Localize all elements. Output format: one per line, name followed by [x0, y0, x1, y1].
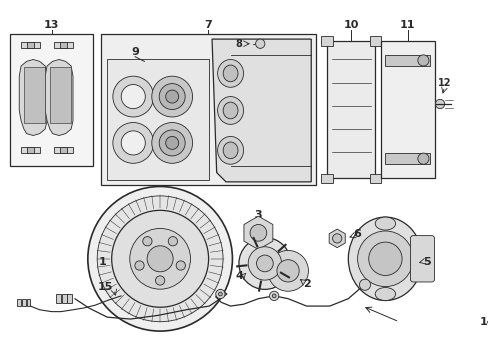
Circle shape: [272, 294, 275, 298]
Bar: [26, 147, 34, 153]
Bar: [22, 299, 26, 306]
Circle shape: [121, 85, 145, 109]
Text: 8: 8: [235, 39, 242, 49]
Bar: [18, 299, 21, 306]
Circle shape: [97, 196, 223, 322]
Circle shape: [239, 238, 290, 289]
Circle shape: [165, 136, 178, 149]
Ellipse shape: [217, 136, 243, 164]
Bar: [385, 153, 429, 164]
Bar: [321, 174, 332, 183]
Text: 7: 7: [204, 20, 212, 30]
Circle shape: [129, 229, 190, 289]
Circle shape: [269, 291, 278, 301]
Text: 5: 5: [423, 257, 430, 266]
Circle shape: [142, 237, 152, 246]
Bar: [326, 41, 374, 178]
Circle shape: [276, 260, 299, 282]
Ellipse shape: [374, 217, 395, 230]
Circle shape: [359, 279, 370, 290]
Text: 2: 2: [302, 279, 310, 289]
Polygon shape: [19, 59, 47, 135]
Circle shape: [151, 122, 192, 163]
Circle shape: [159, 84, 185, 109]
Text: 4: 4: [235, 271, 244, 282]
Circle shape: [113, 122, 153, 163]
Text: 6: 6: [353, 229, 361, 239]
Circle shape: [176, 261, 185, 270]
Circle shape: [248, 247, 281, 280]
Circle shape: [368, 242, 401, 275]
Circle shape: [151, 76, 192, 117]
Circle shape: [357, 231, 412, 287]
Text: 12: 12: [437, 78, 450, 88]
Bar: [56, 294, 61, 303]
Ellipse shape: [223, 102, 238, 119]
Bar: [21, 42, 40, 48]
Bar: [369, 36, 380, 46]
Circle shape: [256, 255, 273, 272]
Ellipse shape: [347, 217, 422, 301]
Bar: [54, 147, 73, 153]
FancyBboxPatch shape: [409, 235, 434, 282]
Bar: [10, 33, 93, 166]
Bar: [380, 41, 434, 178]
Circle shape: [88, 186, 232, 331]
Polygon shape: [24, 67, 45, 122]
Ellipse shape: [374, 288, 395, 301]
Text: 14: 14: [479, 317, 488, 327]
Circle shape: [111, 210, 208, 307]
Circle shape: [255, 39, 264, 48]
Circle shape: [155, 276, 164, 285]
Text: 10: 10: [343, 20, 358, 30]
Text: 11: 11: [399, 20, 414, 30]
Text: 13: 13: [44, 20, 59, 30]
Ellipse shape: [223, 142, 238, 159]
Bar: [60, 147, 67, 153]
Circle shape: [435, 99, 444, 109]
Ellipse shape: [223, 65, 238, 82]
Circle shape: [417, 153, 428, 164]
Bar: [26, 299, 30, 306]
Bar: [26, 42, 34, 48]
Bar: [101, 33, 315, 185]
Bar: [67, 294, 72, 303]
Bar: [369, 174, 380, 183]
Circle shape: [215, 289, 224, 299]
Circle shape: [267, 251, 308, 291]
Text: 3: 3: [254, 210, 262, 220]
Polygon shape: [244, 216, 272, 249]
Bar: [107, 59, 209, 180]
Bar: [54, 42, 73, 48]
Circle shape: [417, 55, 428, 66]
Bar: [21, 147, 40, 153]
Polygon shape: [212, 39, 310, 182]
Circle shape: [332, 234, 341, 243]
Bar: [385, 55, 429, 66]
Text: 9: 9: [131, 47, 139, 57]
Circle shape: [113, 76, 153, 117]
Circle shape: [218, 292, 222, 296]
Ellipse shape: [217, 59, 243, 87]
Circle shape: [249, 225, 266, 241]
Polygon shape: [50, 67, 71, 122]
Polygon shape: [328, 229, 345, 248]
Text: 15: 15: [98, 282, 113, 292]
Bar: [321, 36, 332, 46]
Circle shape: [135, 261, 144, 270]
Polygon shape: [45, 59, 73, 135]
Circle shape: [147, 246, 173, 272]
Ellipse shape: [217, 96, 243, 125]
Bar: [62, 294, 66, 303]
Text: 1: 1: [99, 257, 106, 266]
Bar: [60, 42, 67, 48]
Circle shape: [159, 130, 185, 156]
Circle shape: [168, 237, 177, 246]
Circle shape: [121, 131, 145, 155]
Circle shape: [165, 90, 178, 103]
